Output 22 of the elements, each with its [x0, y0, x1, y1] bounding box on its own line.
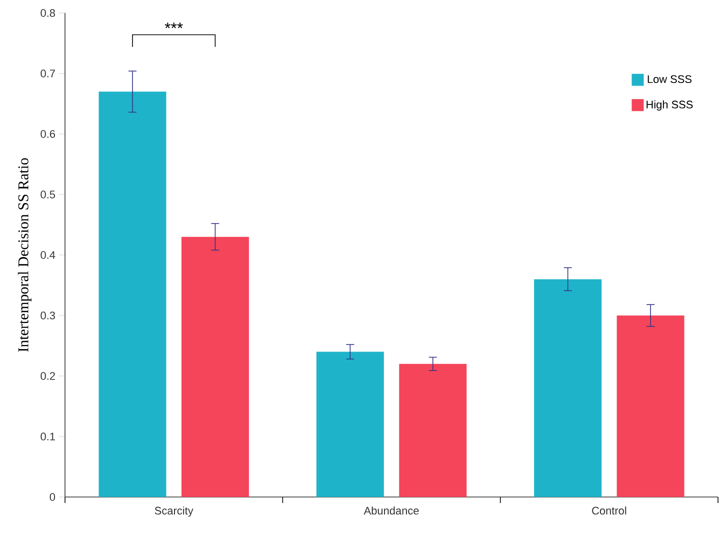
y-tick-label: 0 — [50, 493, 56, 501]
bar — [399, 364, 467, 497]
bar — [316, 352, 384, 497]
y-tick-label: 0.6 — [40, 130, 55, 138]
y-axis-title: Intertemporal Decision SS Ratio — [18, 158, 32, 352]
y-tick-label: 0.2 — [40, 372, 55, 380]
bar — [181, 236, 249, 497]
legend-label: Low SSS — [648, 75, 692, 84]
x-tick-label: Scarcity — [154, 506, 194, 517]
bar — [534, 279, 602, 497]
y-tick-label: 0.8 — [40, 9, 55, 17]
bar — [98, 92, 166, 497]
bar — [616, 315, 684, 497]
x-tick-label: Control — [592, 506, 626, 515]
y-tick-label: 0.1 — [40, 432, 55, 440]
legend-label: High SSS — [646, 100, 693, 111]
y-tick-label: 0.5 — [40, 190, 56, 198]
x-tick-label: Abundance — [364, 506, 419, 515]
y-tick-label: 0.3 — [40, 312, 55, 320]
y-tick-label: 0.4 — [40, 251, 56, 259]
y-tick-label: 0.7 — [40, 70, 55, 78]
annotation: *** — [164, 22, 183, 28]
